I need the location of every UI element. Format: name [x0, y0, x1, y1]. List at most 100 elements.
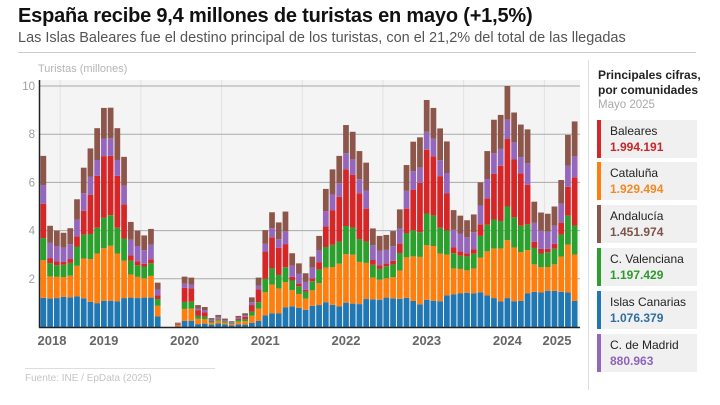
bar-segment-andaluc-a	[195, 305, 201, 309]
bar-segment-c-valenciana	[551, 248, 558, 265]
bar-segment-c-de-madrid	[127, 239, 134, 256]
bar-segment-c-de-madrid	[336, 183, 343, 197]
bar-segment-c-de-madrid	[289, 265, 296, 277]
bar-segment-baleares	[403, 208, 410, 234]
bar-segment-andaluc-a	[107, 107, 114, 139]
bar-segment-cataluña	[497, 248, 504, 302]
bar-segment-islas-canarias	[343, 302, 349, 327]
bar-segment-c-valenciana	[329, 244, 336, 267]
bar-segment-c-valenciana	[148, 263, 154, 276]
bar-segment-baleares	[296, 283, 302, 287]
bar-segment-cataluña	[410, 256, 417, 301]
bar-segment-islas-canarias	[390, 298, 396, 327]
bar-segment-cataluña	[195, 318, 201, 325]
bar-segment-c-valenciana	[450, 253, 457, 269]
bar-stack	[551, 206, 558, 327]
bar-segment-andaluc-a	[571, 121, 578, 157]
bar-segment-andaluc-a	[484, 151, 491, 180]
bar-stack	[127, 221, 134, 327]
bar-segment-islas-canarias	[141, 297, 148, 327]
bar-stack	[511, 112, 517, 327]
bar-segment-andaluc-a	[248, 297, 255, 303]
bar-segment-cataluña	[517, 252, 524, 301]
bar-segment-c-valenciana	[302, 291, 309, 299]
bar-segment-cataluña	[255, 308, 262, 321]
bar-segment-c-valenciana	[262, 278, 269, 293]
bar-segment-islas-canarias	[484, 295, 491, 327]
bar-segment-c-de-madrid	[410, 171, 417, 190]
region-name: C. Valenciana	[610, 252, 684, 266]
bar-segment-cataluña	[370, 277, 376, 300]
bar-stack	[275, 222, 282, 327]
bar-segment-andaluc-a	[201, 306, 208, 311]
bar-segment-andaluc-a	[544, 213, 551, 232]
bar-stack	[208, 318, 215, 327]
bar-segment-andaluc-a	[558, 179, 565, 204]
bar-segment-c-valenciana	[94, 227, 101, 254]
bar-segment-andaluc-a	[491, 119, 497, 154]
bar-segment-andaluc-a	[390, 231, 396, 247]
bar-segment-islas-canarias	[511, 301, 517, 327]
bar-segment-c-valenciana	[464, 256, 470, 271]
bar-segment-c-valenciana	[269, 268, 275, 285]
bar-segment-c-de-madrid	[282, 231, 289, 245]
bar-segment-c-valenciana	[565, 215, 571, 245]
stacked-bar-chart: 2 4 6 8 10 2018 2019 2020 2021 2022 2023 2024 2025	[22, 80, 580, 348]
bar-segment-cataluña	[396, 270, 403, 299]
bar-segment-cataluña	[134, 276, 141, 299]
bar-segment-cataluña	[47, 276, 53, 299]
bar-segment-c-de-madrid	[316, 250, 322, 263]
chart-subtitle: Las Islas Baleares fue el destino princi…	[18, 30, 626, 46]
bar-segment-cataluña	[524, 250, 531, 294]
bar-segment-baleares	[571, 177, 578, 226]
bar-segment-c-valenciana	[74, 246, 80, 266]
bar-segment-andaluc-a	[67, 228, 74, 245]
bar-segment-c-valenciana	[121, 238, 127, 261]
bar-segment-baleares	[484, 198, 491, 225]
bar-segment-baleares	[201, 312, 208, 317]
bar-segment-c-de-madrid	[53, 246, 60, 262]
bar-segment-andaluc-a	[208, 318, 215, 320]
bar-segment-c-valenciana	[242, 319, 248, 322]
bar-segment-islas-canarias	[430, 300, 437, 327]
bar-segment-c-valenciana	[423, 213, 430, 246]
bar-segment-islas-canarias	[181, 320, 188, 327]
bar-segment-cataluña	[477, 257, 484, 293]
region-name: C. de Madrid	[610, 338, 679, 352]
bar-segment-cataluña	[343, 254, 349, 303]
bar-segment-andaluc-a	[121, 156, 127, 186]
bar-segment-c-de-madrid	[504, 119, 511, 140]
bar-segment-c-valenciana	[195, 315, 201, 319]
bar-segment-islas-canarias	[53, 298, 60, 327]
bar-stack	[477, 182, 484, 327]
bar-segment-c-de-madrid	[457, 233, 464, 252]
bar-stack	[215, 314, 222, 327]
panel-divider	[588, 60, 589, 390]
bar-stack	[484, 151, 491, 327]
bar-segment-islas-canarias	[127, 297, 134, 327]
bar-stack	[80, 167, 87, 327]
bar-segment-baleares	[94, 175, 101, 228]
bar-stack	[470, 214, 477, 327]
bar-segment-andaluc-a	[275, 222, 282, 240]
bar-segment-cataluña	[538, 267, 544, 293]
bar-segment-islas-canarias	[370, 299, 376, 327]
bar-segment-baleares	[114, 175, 121, 228]
bar-segment-c-valenciana	[289, 280, 296, 291]
bar-segment-islas-canarias	[40, 297, 47, 327]
bar-segment-cataluña	[356, 261, 363, 305]
bar-segment-cataluña	[336, 263, 343, 307]
bar-segment-cataluña	[309, 290, 316, 306]
bar-segment-baleares	[329, 210, 336, 245]
bar-segment-islas-canarias	[356, 304, 363, 327]
bar-segment-c-valenciana	[544, 252, 551, 267]
bar-segment-baleares	[417, 182, 423, 233]
bar-stack	[175, 322, 181, 327]
bar-segment-cataluña	[107, 245, 114, 301]
bar-stack	[497, 114, 504, 327]
bar-segment-islas-canarias	[376, 299, 383, 327]
bar-segment-islas-canarias	[450, 294, 457, 327]
bar-segment-c-de-madrid	[524, 163, 531, 185]
bar-segment-c-de-madrid	[396, 228, 403, 244]
bar-segment-c-de-madrid	[322, 211, 329, 227]
